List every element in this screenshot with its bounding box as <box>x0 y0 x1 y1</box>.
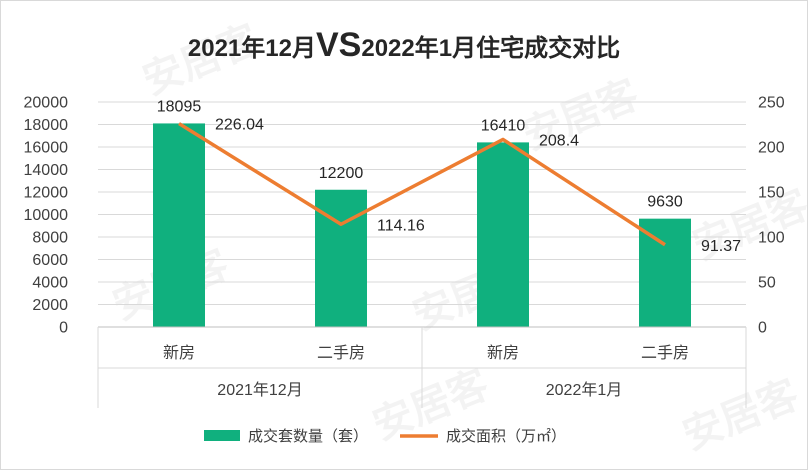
legend: 成交套数量（套） 成交面积（万㎡） <box>204 427 566 445</box>
left-tick-label: 0 <box>59 320 68 337</box>
right-tick-label: 50 <box>758 275 776 292</box>
bar-value-label: 12200 <box>319 165 364 182</box>
line-data-labels: 226.04 114.16 208.4 91.37 <box>215 117 741 255</box>
left-tick-label: 8000 <box>32 230 68 247</box>
legend-bar-label: 成交套数量（套） <box>248 427 368 445</box>
line-value-label: 114.16 <box>377 217 425 234</box>
bar <box>315 189 367 327</box>
watermark-text: 安居客 <box>677 373 805 459</box>
left-tick-label: 20000 <box>24 95 69 112</box>
line-value-label: 208.4 <box>539 132 579 149</box>
line-path <box>178 122 666 247</box>
line-series <box>178 122 666 247</box>
category-label: 新房 <box>163 344 195 362</box>
bar-value-label: 16410 <box>481 117 526 134</box>
title-part-vs: VS <box>316 26 361 64</box>
left-tick-label: 4000 <box>32 275 68 292</box>
legend-line-label: 成交面积（万㎡） <box>446 427 566 445</box>
bar <box>477 142 529 327</box>
bar-data-labels: 18095 12200 16410 9630 <box>157 98 683 210</box>
watermark-text: 安居客 <box>517 73 645 159</box>
bar-value-label: 9630 <box>647 194 683 211</box>
right-tick-label: 0 <box>758 320 767 337</box>
title-part-before: 2021年12月 <box>188 34 316 62</box>
right-axis-ticks: 0 50 100 150 200 250 <box>758 95 785 337</box>
chart-title: 2021年12月VS2022年1月住宅成交对比 <box>188 26 620 64</box>
right-tick-label: 100 <box>758 230 785 247</box>
right-tick-label: 150 <box>758 185 785 202</box>
title-part-after: 2022年1月住宅成交对比 <box>361 34 620 62</box>
bar <box>153 123 205 328</box>
left-tick-label: 14000 <box>24 162 69 179</box>
left-tick-label: 16000 <box>24 140 69 157</box>
group-label: 2022年1月 <box>546 381 623 399</box>
bar <box>639 218 691 327</box>
category-label: 二手房 <box>317 344 365 362</box>
left-tick-label: 18000 <box>24 117 69 134</box>
bar-value-label: 18095 <box>157 98 202 115</box>
bar-series <box>153 123 691 328</box>
right-tick-label: 200 <box>758 140 785 157</box>
x-axis: 新房 二手房 新房 二手房 2021年12月 2022年1月 <box>97 326 747 408</box>
line-value-label: 91.37 <box>701 238 741 255</box>
right-tick-label: 250 <box>758 95 785 112</box>
watermark-text: 安居客 <box>687 183 808 269</box>
group-label: 2021年12月 <box>217 381 302 399</box>
left-tick-label: 2000 <box>32 297 68 314</box>
left-tick-label: 10000 <box>24 207 69 224</box>
line-value-label: 226.04 <box>215 117 264 134</box>
left-tick-label: 6000 <box>32 252 68 269</box>
left-axis-ticks: 0 2000 4000 6000 8000 10000 12000 14000 16000 180… <box>24 95 69 337</box>
category-label: 新房 <box>487 344 519 362</box>
left-tick-label: 12000 <box>24 185 69 202</box>
legend-bar-swatch <box>204 430 240 441</box>
category-label: 二手房 <box>641 344 689 362</box>
gridlines <box>98 101 746 328</box>
